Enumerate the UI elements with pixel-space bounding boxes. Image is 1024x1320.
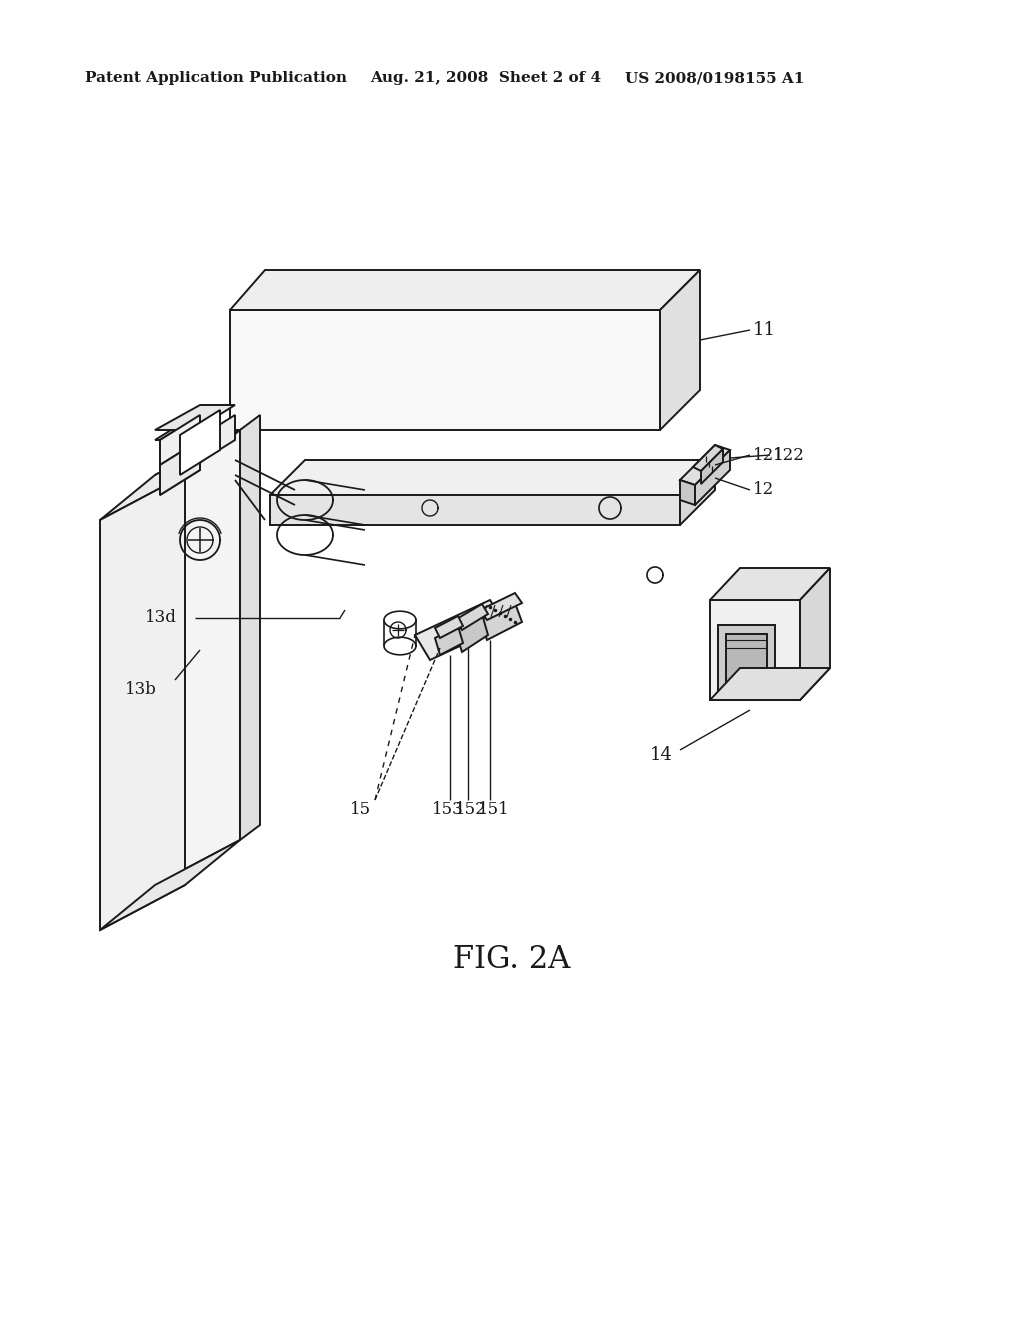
Text: 13d: 13d xyxy=(145,610,177,627)
Polygon shape xyxy=(160,440,200,495)
Polygon shape xyxy=(480,593,522,620)
Polygon shape xyxy=(693,445,723,471)
Text: 12: 12 xyxy=(753,482,774,499)
Polygon shape xyxy=(155,414,200,440)
Text: 11: 11 xyxy=(753,321,776,339)
Text: Patent Application Publication: Patent Application Publication xyxy=(85,71,347,84)
Polygon shape xyxy=(180,411,220,475)
Polygon shape xyxy=(680,445,730,484)
Polygon shape xyxy=(435,626,463,655)
Polygon shape xyxy=(680,459,715,525)
Text: FIG. 2A: FIG. 2A xyxy=(454,945,570,975)
Polygon shape xyxy=(240,414,260,840)
Text: 13b: 13b xyxy=(125,681,157,698)
Polygon shape xyxy=(415,601,505,660)
Polygon shape xyxy=(800,568,830,700)
Text: 152: 152 xyxy=(455,801,486,818)
Text: 14: 14 xyxy=(650,746,673,764)
Polygon shape xyxy=(480,603,522,640)
Polygon shape xyxy=(455,614,488,652)
Text: US 2008/0198155 A1: US 2008/0198155 A1 xyxy=(625,71,805,84)
Polygon shape xyxy=(701,449,723,484)
Polygon shape xyxy=(710,568,830,601)
Polygon shape xyxy=(160,414,200,495)
Polygon shape xyxy=(270,459,715,495)
Polygon shape xyxy=(195,414,234,465)
Polygon shape xyxy=(155,430,240,884)
Polygon shape xyxy=(660,271,700,430)
Polygon shape xyxy=(100,475,185,931)
Polygon shape xyxy=(726,634,767,684)
Polygon shape xyxy=(710,601,800,700)
Polygon shape xyxy=(100,840,240,931)
Polygon shape xyxy=(435,616,463,638)
Polygon shape xyxy=(230,271,700,310)
Text: 15: 15 xyxy=(350,801,371,818)
Text: 121: 121 xyxy=(753,446,784,463)
Polygon shape xyxy=(695,450,730,506)
Text: 153: 153 xyxy=(432,801,464,818)
Polygon shape xyxy=(270,495,680,525)
Polygon shape xyxy=(155,405,234,430)
Polygon shape xyxy=(718,624,775,692)
Polygon shape xyxy=(100,430,240,520)
Text: 151: 151 xyxy=(478,801,510,818)
Polygon shape xyxy=(710,668,830,700)
Polygon shape xyxy=(680,480,695,506)
Polygon shape xyxy=(455,605,488,630)
Polygon shape xyxy=(230,310,660,430)
Text: 122: 122 xyxy=(773,446,805,463)
Text: Aug. 21, 2008  Sheet 2 of 4: Aug. 21, 2008 Sheet 2 of 4 xyxy=(370,71,601,84)
Polygon shape xyxy=(160,414,200,465)
